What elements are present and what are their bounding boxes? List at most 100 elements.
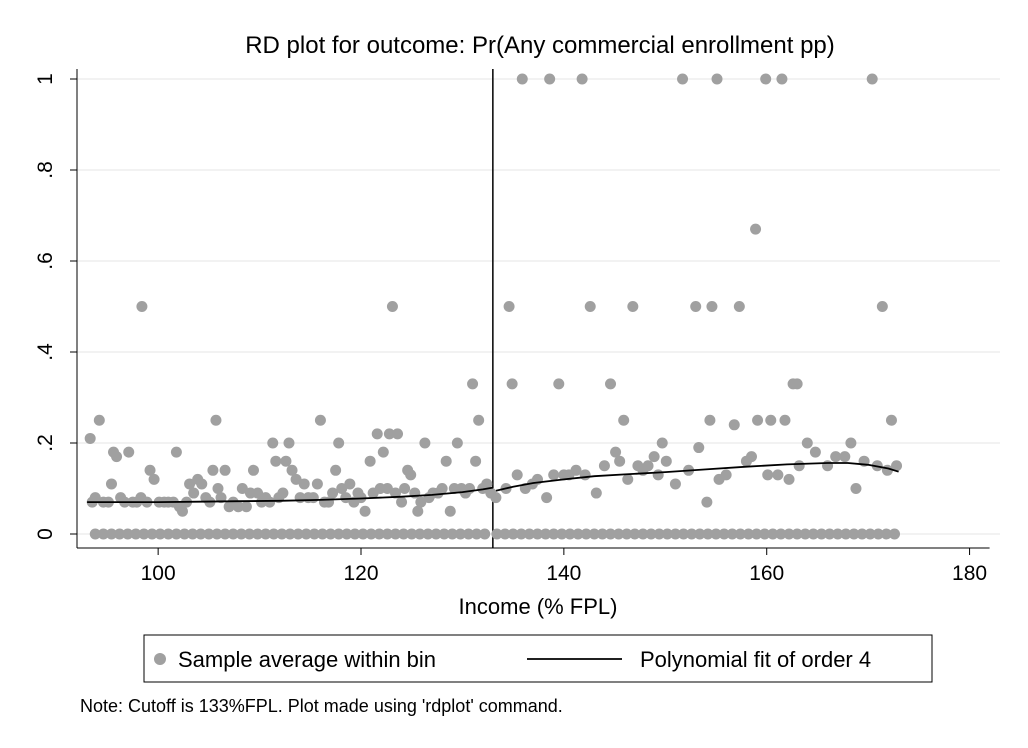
data-point [621,528,633,540]
data-point [864,528,876,540]
data-point [336,483,348,494]
data-point [610,446,622,458]
data-point [760,73,772,85]
data-point [613,528,625,540]
data-point [848,528,860,540]
data-point [653,528,665,540]
data-point [759,528,771,540]
data-point [314,414,326,426]
data-point [146,528,158,540]
data-point [669,478,681,490]
data-point [184,478,196,490]
data-point [412,505,424,517]
data-point [311,478,323,490]
data-point [690,301,702,312]
data-point [750,223,762,235]
data-point [470,455,482,467]
data-point [622,473,634,485]
data-point [316,528,328,540]
data-point [799,528,811,540]
data-point [605,378,617,390]
data-point [491,528,503,540]
data-point [381,528,393,540]
data-point [377,446,389,458]
data-point [298,478,310,490]
data-point [187,528,199,540]
data-point [645,528,657,540]
data-point [422,528,434,540]
data-point [815,528,827,540]
x-tick-label: 120 [343,562,378,585]
data-point [357,528,369,540]
data-point [706,301,718,312]
data-point [373,528,385,540]
data-point [136,301,148,312]
data-point [564,528,576,540]
data-point [364,455,376,467]
data-point [260,528,272,540]
data-point [678,528,690,540]
data-point [572,528,584,540]
x-tick-label: 140 [546,562,581,585]
legend-point-marker [154,653,166,665]
data-point [751,528,763,540]
data-point [89,528,101,540]
data-point [415,496,427,508]
data-point [618,414,630,426]
data-point [531,528,543,540]
data-point [728,419,740,431]
data-point [405,469,417,481]
data-point [718,528,730,540]
data-point [642,460,654,472]
data-point [440,455,452,467]
data-point [154,528,166,540]
data-point [701,496,713,508]
data-point [588,528,600,540]
data-point [507,528,519,540]
data-point [170,528,182,540]
legend-label-points: Sample average within bin [178,647,436,672]
data-point [556,528,568,540]
x-axis-label: Income (% FPL) [459,594,618,619]
data-point [580,528,592,540]
data-point [283,437,295,449]
data-point [793,460,805,472]
fit-line-left [87,486,494,503]
data-point [840,528,852,540]
data-point [111,451,123,463]
data-point [389,528,401,540]
data-point [832,528,844,540]
data-point [809,446,821,458]
data-point [300,528,312,540]
data-point [236,483,248,494]
data-point [210,414,222,426]
data-point [669,528,681,540]
data-point [779,414,791,426]
data-point [791,528,803,540]
y-tick-label: 1 [34,73,57,85]
data-point [333,437,345,449]
data-point [807,528,819,540]
data-point [677,73,689,85]
data-point [365,528,377,540]
data-point [396,496,408,508]
data-point [490,492,502,504]
data-point [570,464,582,476]
data-point [734,528,746,540]
data-point [661,528,673,540]
data-point [89,492,101,504]
data-point [122,528,134,540]
data-point [548,469,560,481]
data-point [307,492,319,504]
data-point [891,460,903,472]
data-point [215,492,227,504]
data-point [130,528,142,540]
data-point [436,483,448,494]
data-point [637,528,649,540]
y-tick-label: .4 [34,343,57,361]
data-point [240,501,252,513]
data-point [506,378,518,390]
data-point [605,528,617,540]
data-point [511,469,523,481]
